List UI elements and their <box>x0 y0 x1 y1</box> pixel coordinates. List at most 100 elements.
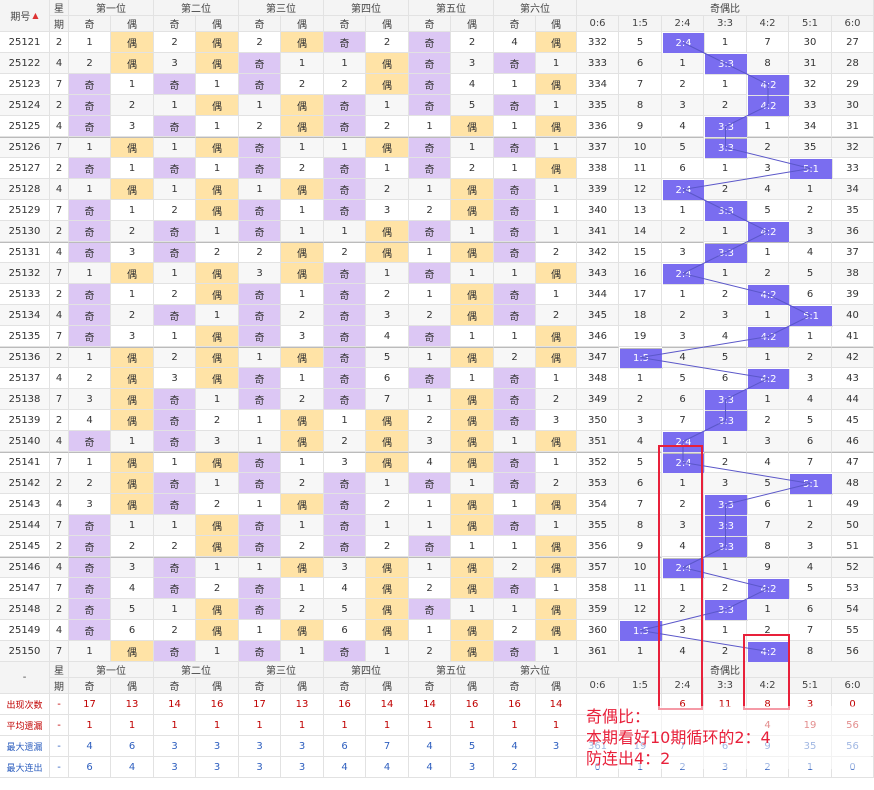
position-3-odd-cell: 奇 <box>239 452 281 473</box>
ratio-omission-cell: 2 <box>704 641 747 662</box>
position-3-odd-cell: 奇 <box>239 389 281 410</box>
period-cell: 25128 <box>0 179 50 200</box>
position-6-even-cell: 1 <box>536 641 577 662</box>
position-3-odd-cell: 奇 <box>239 74 281 95</box>
ratio-omission-cell: 30 <box>789 32 832 53</box>
position-6-odd-cell: 奇 <box>494 515 536 536</box>
position-1-even-cell: 偶 <box>111 368 154 389</box>
ratio-omission-cell: 4 <box>789 557 832 578</box>
top-period-header[interactable]: 期号 ▲ <box>0 0 50 32</box>
position-3-even-cell: 偶 <box>281 32 324 53</box>
annotation-note: 奇偶比： 本期看好10期循环的2：4 防连出4：2 <box>586 706 871 769</box>
ratio-omission-cell: 7 <box>747 32 789 53</box>
position-6-odd-cell: 奇 <box>494 578 536 599</box>
position-1-odd-cell: 奇 <box>69 305 111 326</box>
sort-icon[interactable]: ▲ <box>32 10 39 20</box>
position-5-odd-cell: 奇 <box>409 326 451 347</box>
ratio-omission-cell: 1 <box>747 347 789 368</box>
ratio-omission-cell: 45 <box>832 410 874 431</box>
position-1-even-cell: 2 <box>111 536 154 557</box>
ratio-current-cell: 4:2 <box>748 327 790 348</box>
ratio-omission-cell: 3 <box>747 158 789 179</box>
ratio-current-cell: 3:3 <box>705 243 748 264</box>
footer-value: - <box>50 694 69 715</box>
position-6-odd-cell: 奇 <box>494 200 536 221</box>
position-1-even-cell: 偶 <box>111 641 154 662</box>
position-4-odd-cell: 奇 <box>324 347 366 368</box>
position-1-odd-cell: 3 <box>69 494 111 515</box>
position-4-odd-cell: 3 <box>324 452 366 473</box>
position-5-odd-cell: 2 <box>409 200 451 221</box>
week-cell: 7 <box>50 641 69 662</box>
position-3-odd-cell: 奇 <box>239 305 281 326</box>
bottom-position-1-odd: 奇 <box>69 678 111 694</box>
position-2-odd-cell: 1 <box>154 95 196 116</box>
ratio-omission-cell: 341 <box>577 221 619 242</box>
period-cell: 25150 <box>0 641 50 662</box>
position-4-even-cell: 偶 <box>366 452 409 473</box>
position-3-even-cell: 1 <box>281 452 324 473</box>
position-6-odd-cell: 1 <box>494 116 536 137</box>
bottom-position-4-even: 偶 <box>366 678 409 694</box>
week-cell: 2 <box>50 599 69 620</box>
position-3-odd-cell: 奇 <box>239 578 281 599</box>
ratio-omission-cell: 1 <box>704 74 747 95</box>
ratio-omission-cell: 6 <box>747 494 789 515</box>
position-4-even-cell: 偶 <box>366 557 409 578</box>
week-cell: 7 <box>50 515 69 536</box>
position-4-odd-cell: 奇 <box>324 641 366 662</box>
position-5-even-cell: 偶 <box>451 431 494 452</box>
week-cell: 4 <box>50 620 69 641</box>
position-6-even-cell: 1 <box>536 179 577 200</box>
top-week-bottom: 期 <box>50 16 69 32</box>
position-5-odd-cell: 奇 <box>409 158 451 179</box>
ratio-omission-cell: 354 <box>577 494 619 515</box>
ratio-omission-cell: 1 <box>704 32 747 53</box>
ratio-omission-cell: 40 <box>832 305 874 326</box>
position-5-odd-cell: 奇 <box>409 599 451 620</box>
position-1-odd-cell: 奇 <box>69 431 111 452</box>
position-1-odd-cell: 奇 <box>69 557 111 578</box>
position-1-odd-cell: 1 <box>69 137 111 158</box>
footer-value: 3 <box>536 736 577 757</box>
ratio-omission-cell: 16 <box>619 263 662 284</box>
bottom-period-header: - <box>0 662 50 694</box>
position-4-even-cell: 偶 <box>366 221 409 242</box>
position-6-even-cell: 3 <box>536 410 577 431</box>
period-cell: 25138 <box>0 389 50 410</box>
ratio-omission-cell: 9 <box>747 557 789 578</box>
position-1-even-cell: 偶 <box>111 410 154 431</box>
ratio-omission-cell: 55 <box>832 620 874 641</box>
footer-value: 1 <box>451 715 494 736</box>
position-6-odd-cell: 奇 <box>494 641 536 662</box>
position-6-odd-cell: 奇 <box>494 473 536 494</box>
week-cell: 7 <box>50 74 69 95</box>
position-1-even-cell: 偶 <box>111 389 154 410</box>
ratio-omission-cell: 2 <box>662 494 704 515</box>
week-cell: 4 <box>50 305 69 326</box>
position-4-even-cell: 1 <box>366 473 409 494</box>
position-2-odd-cell: 奇 <box>154 431 196 452</box>
position-6-odd-cell: 1 <box>494 263 536 284</box>
position-2-even-cell: 1 <box>196 221 239 242</box>
ratio-omission-cell: 34 <box>832 179 874 200</box>
position-2-odd-cell: 奇 <box>154 116 196 137</box>
ratio-omission-cell: 1 <box>747 599 789 620</box>
top-position-2-header: 第二位 <box>154 0 239 16</box>
week-cell: 7 <box>50 326 69 347</box>
bottom-position-2-even: 偶 <box>196 678 239 694</box>
week-cell: 2 <box>50 158 69 179</box>
annotation-line-2: 本期看好10期循环的2：4 <box>586 728 771 747</box>
position-5-odd-cell: 1 <box>409 620 451 641</box>
footer-value: 3 <box>239 757 281 778</box>
position-1-odd-cell: 奇 <box>69 158 111 179</box>
ratio-omission-cell: 7 <box>619 74 662 95</box>
bottom-ratio-6-0: 6:0 <box>832 678 874 694</box>
position-6-odd-cell: 奇 <box>494 452 536 473</box>
position-2-odd-cell: 3 <box>154 53 196 74</box>
ratio-omission-cell: 355 <box>577 515 619 536</box>
position-5-odd-cell: 奇 <box>409 95 451 116</box>
footer-value: 5 <box>451 736 494 757</box>
position-5-even-cell: 偶 <box>451 389 494 410</box>
position-3-odd-cell: 奇 <box>239 137 281 158</box>
